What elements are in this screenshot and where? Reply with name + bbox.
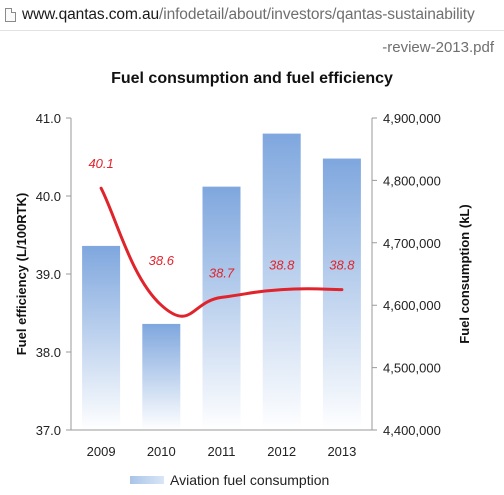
legend-label-fuel: Aviation fuel consumption [170,472,330,488]
x-tick-label: 2009 [87,444,116,459]
right-tick-label: 4,600,000 [383,298,441,313]
right-axis-title: Fuel consumption (kL) [457,204,472,343]
left-tick-label: 38.0 [36,345,61,360]
bar-2010 [142,323,181,430]
data-label-2013: 38.8 [329,258,355,273]
data-label-2012: 38.8 [269,258,295,273]
x-tick-label: 2013 [327,444,356,459]
right-tick-label: 4,700,000 [383,236,441,251]
x-tick-label: 2010 [147,444,176,459]
url-continuation: -review-2013.pdf [382,39,494,56]
address-bar[interactable]: www.qantas.com.au/infodetail/about/inves… [0,0,504,31]
x-tick-labels: 2009 2010 2011 2012 2013 [87,444,357,459]
left-tick-label: 40.0 [36,189,61,204]
bar-2012 [262,133,301,430]
url-host: www.qantas.com.au [22,6,160,23]
bar-2013 [322,158,361,430]
left-tick-label: 37.0 [36,423,61,438]
right-tick-label: 4,800,000 [383,173,441,188]
left-tick-label: 39.0 [36,267,61,282]
bar-2011 [202,186,241,430]
url-path: /infodetail/about/investors/qantas-susta… [159,6,475,23]
data-labels: 40.1 38.6 38.7 38.8 38.8 [88,156,355,280]
url-text[interactable]: www.qantas.com.au/infodetail/about/inves… [22,6,475,24]
page-icon [5,8,16,22]
right-tick-labels: 4,400,000 4,500,000 4,600,000 4,700,000 4,80… [383,111,441,438]
x-tick-label: 2012 [267,444,296,459]
left-axis-title: Fuel efficiency (L/100RTK) [14,193,29,356]
data-label-2009: 40.1 [88,156,113,171]
legend-swatch-fuel [130,476,164,484]
chart-title: Fuel consumption and fuel efficiency [111,70,393,87]
bar-2009 [82,245,121,430]
right-tick-label: 4,400,000 [383,423,441,438]
right-tick-label: 4,900,000 [383,111,441,126]
right-tick-label: 4,500,000 [383,361,441,376]
right-axis [371,117,377,431]
legend: Aviation fuel consumption [130,472,329,488]
x-tick-label: 2011 [208,444,236,459]
left-tick-label: 41.0 [36,111,61,126]
left-tick-labels: 37.0 38.0 39.0 40.0 41.0 [36,111,61,438]
efficiency-line [99,186,344,318]
data-label-2010: 38.6 [149,253,175,268]
left-axis [66,117,72,431]
data-label-2011: 38.7 [209,265,235,280]
bars-group [82,133,361,430]
